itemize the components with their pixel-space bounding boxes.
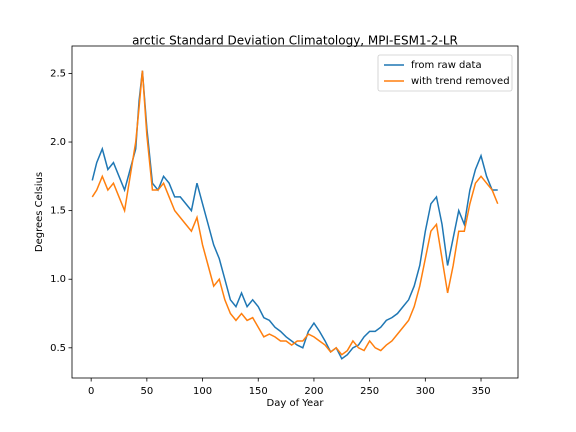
chart-title: arctic Standard Deviation Climatology, M… [132,34,458,48]
plot-frame [71,45,519,379]
x-tick-label: 0 [88,386,94,397]
legend-label: with trend removed [411,76,510,87]
line-series [91,70,499,356]
x-tick-label: 50 [140,386,153,397]
y-tick-label: 2.0 [50,137,66,148]
y-axis-label: Degrees Celsius [34,172,45,252]
y-tick-label: 0.5 [50,343,66,354]
legend-box [377,54,513,92]
y-tick-label: 1.5 [50,206,66,217]
y-tick-label: 1.0 [50,274,66,285]
x-tick-label: 350 [471,386,490,397]
line-series [91,70,498,360]
x-tick-label: 300 [416,386,435,397]
x-axis-label: Day of Year [267,398,325,409]
x-tick-label: 100 [193,386,212,397]
legend-label: from raw data [411,60,482,71]
x-tick-label: 200 [304,386,323,397]
x-tick-label: 250 [360,386,379,397]
x-tick-label: 150 [249,386,268,397]
y-tick-label: 2.5 [50,68,66,79]
